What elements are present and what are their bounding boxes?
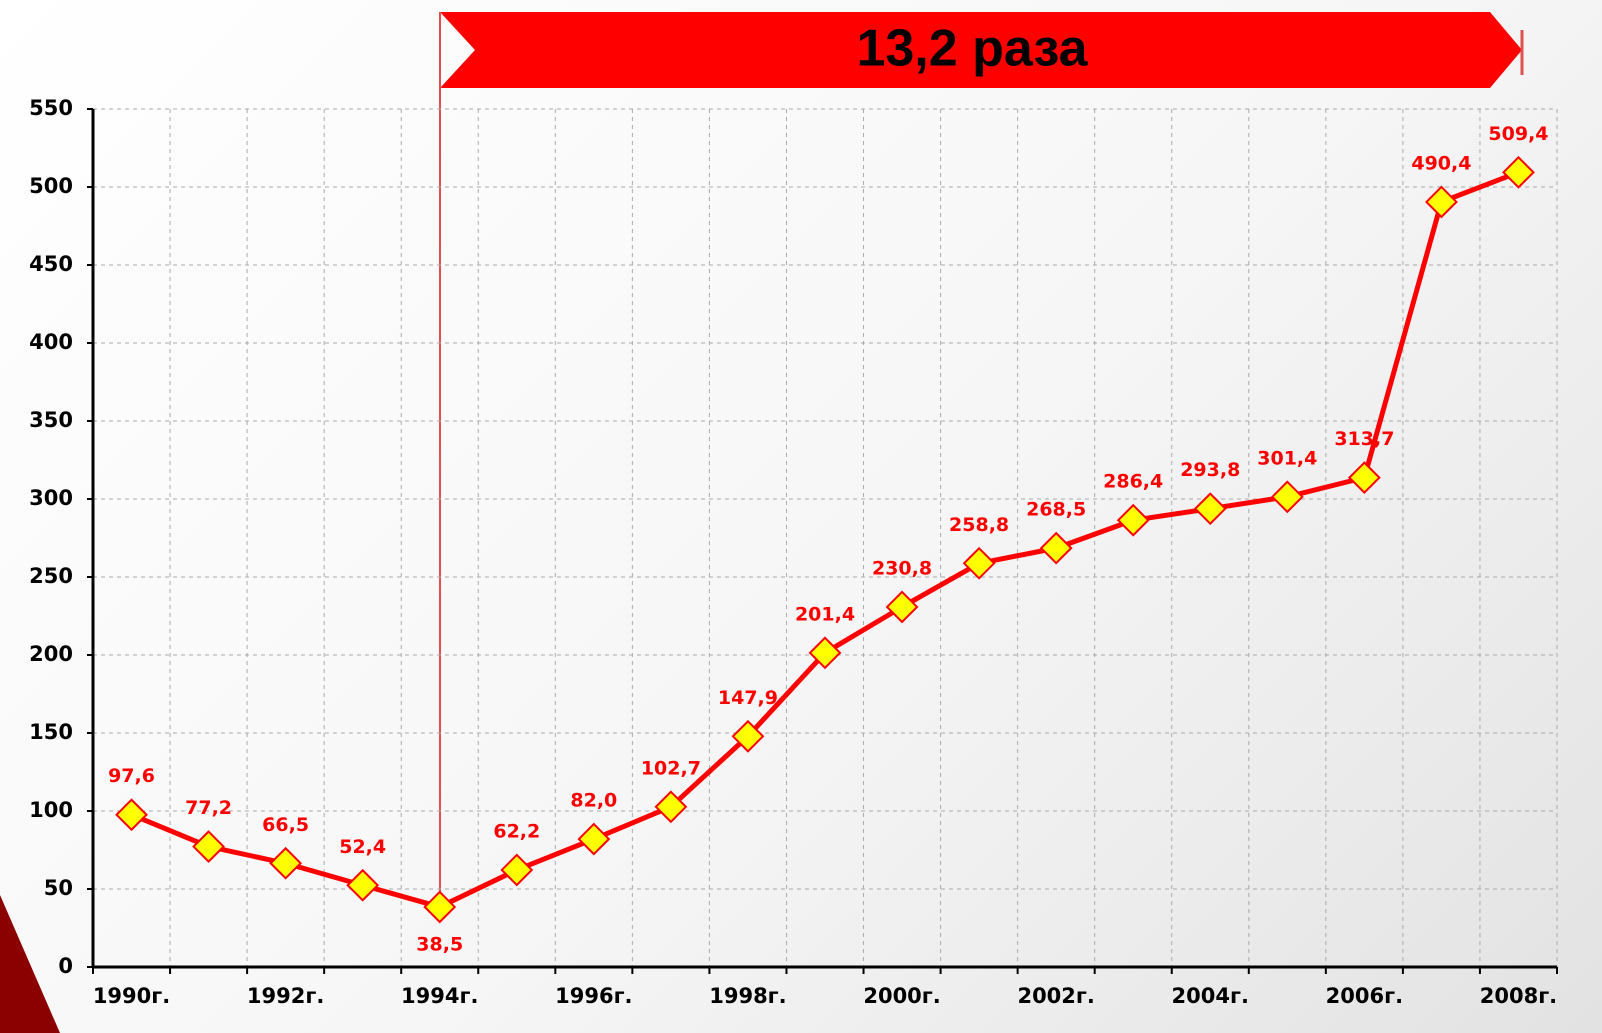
y-tick-label: 350 (29, 408, 73, 432)
value-label: 102,7 (641, 757, 701, 779)
value-label: 147,9 (718, 687, 778, 709)
marker (1039, 531, 1073, 565)
value-label: 52,4 (339, 836, 386, 858)
annotation-banner (440, 12, 1522, 88)
x-tick-label: 1998г. (709, 984, 786, 1008)
value-label: 490,4 (1411, 152, 1471, 174)
data-line (130, 170, 1520, 910)
value-label: 509,4 (1488, 123, 1548, 145)
marker (115, 798, 148, 832)
marker (269, 846, 303, 880)
marker (423, 890, 457, 924)
marker (885, 590, 919, 624)
marker (1425, 185, 1458, 219)
marker (346, 868, 380, 902)
value-label: 293,8 (1180, 459, 1240, 481)
marker (500, 853, 534, 887)
marker (1502, 155, 1535, 189)
y-tick-label: 500 (29, 174, 73, 198)
value-label: 62,2 (493, 820, 540, 842)
value-label: 97,6 (108, 765, 155, 787)
marker (577, 822, 611, 856)
annotation-text: 13,2 раза (856, 20, 1088, 78)
marker (731, 719, 765, 753)
x-tick-label: 2000г. (863, 984, 940, 1008)
marker (808, 636, 842, 670)
value-label: 82,0 (570, 790, 617, 812)
y-tick-label: 450 (29, 252, 73, 276)
x-tick-label: 2006г. (1326, 984, 1403, 1008)
y-tick-label: 300 (29, 486, 73, 510)
value-label: 286,4 (1103, 471, 1163, 493)
value-label: 313,7 (1334, 428, 1394, 450)
x-tick-label: 1990г. (93, 984, 170, 1008)
x-tick-label: 2004г. (1172, 984, 1249, 1008)
y-tick-label: 50 (44, 876, 73, 900)
x-tick-label: 1994г. (401, 984, 478, 1008)
x-tick-label: 1996г. (555, 984, 632, 1008)
value-label: 66,5 (262, 814, 309, 836)
value-label: 77,2 (185, 797, 232, 819)
marker (1347, 461, 1381, 495)
value-label: 230,8 (872, 557, 932, 579)
y-tick-label: 100 (29, 798, 73, 822)
value-label: 38,5 (416, 933, 463, 955)
y-tick-label: 200 (29, 642, 73, 666)
marker (962, 546, 996, 580)
corner-decoration (0, 895, 60, 1033)
y-tick-label: 150 (29, 720, 73, 744)
marker (1116, 503, 1150, 537)
value-label: 258,8 (949, 514, 1009, 536)
y-tick-label: 550 (29, 96, 73, 120)
value-label: 201,4 (795, 603, 855, 625)
value-label: 301,4 (1257, 447, 1317, 469)
value-label: 268,5 (1026, 499, 1086, 521)
marker (192, 830, 225, 863)
y-tick-label: 400 (29, 330, 73, 354)
x-tick-label: 2002г. (1017, 984, 1094, 1008)
marker (1270, 480, 1304, 514)
marker (654, 790, 688, 824)
y-tick-label: 0 (58, 954, 73, 978)
x-tick-label: 2008г. (1480, 984, 1557, 1008)
y-tick-label: 250 (29, 564, 73, 588)
marker (1193, 492, 1227, 526)
x-tick-label: 1992г. (247, 984, 324, 1008)
